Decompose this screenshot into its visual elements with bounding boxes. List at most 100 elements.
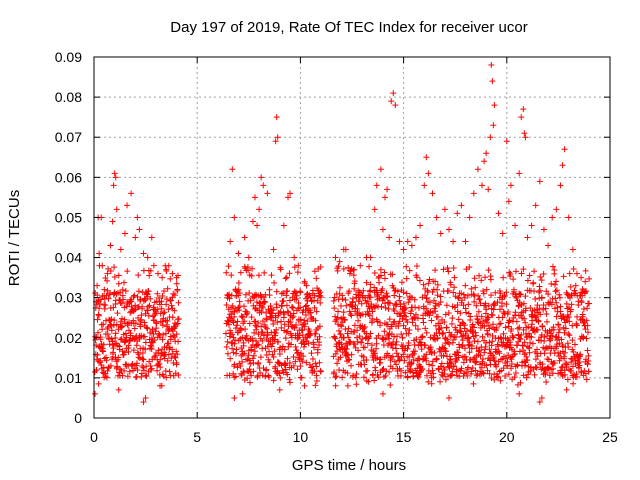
data-point: [266, 348, 273, 355]
data-point: [313, 275, 320, 282]
y-tick-label: 0.07: [55, 129, 82, 145]
data-point: [561, 146, 568, 153]
data-point: [381, 269, 388, 276]
data-point: [387, 381, 394, 388]
data-point: [121, 230, 128, 237]
data-point: [508, 365, 515, 372]
data-point: [441, 319, 448, 326]
data-point: [279, 343, 286, 350]
data-point: [568, 292, 575, 299]
data-point: [468, 343, 475, 350]
data-point: [360, 287, 367, 294]
data-point: [428, 380, 435, 387]
data-point: [462, 282, 469, 289]
data-point: [523, 374, 530, 381]
data-point: [445, 268, 452, 275]
data-point: [441, 206, 448, 213]
data-point: [379, 226, 386, 233]
data-point: [303, 282, 310, 289]
data-point: [259, 318, 266, 325]
data-point: [228, 272, 235, 279]
data-point: [414, 326, 421, 333]
data-point: [159, 318, 166, 325]
data-point: [385, 331, 392, 338]
data-point: [144, 325, 151, 332]
data-point: [226, 295, 233, 302]
data-point: [488, 342, 495, 349]
data-point: [292, 343, 299, 350]
data-point: [450, 238, 457, 245]
data-point: [313, 378, 320, 385]
data-point: [145, 312, 152, 319]
data-point: [295, 262, 302, 269]
data-point: [253, 338, 260, 345]
data-point: [569, 246, 576, 253]
data-point: [437, 363, 444, 370]
data-point: [273, 326, 280, 333]
data-point: [290, 304, 297, 311]
data-point: [434, 281, 441, 288]
data-point: [150, 262, 157, 269]
data-point: [308, 298, 315, 305]
data-point: [521, 358, 528, 365]
data-point: [404, 238, 411, 245]
data-point: [344, 382, 351, 389]
data-point: [510, 276, 517, 283]
data-point: [376, 279, 383, 286]
data-point: [549, 214, 556, 221]
data-point: [140, 250, 147, 257]
data-point: [412, 322, 419, 329]
data-point: [246, 320, 253, 327]
data-point: [224, 350, 231, 357]
data-point: [566, 332, 573, 339]
data-point: [235, 304, 242, 311]
data-point: [99, 262, 106, 269]
data-point: [149, 339, 156, 346]
data-point: [293, 292, 300, 299]
data-point: [165, 351, 172, 358]
data-point: [437, 293, 444, 300]
data-point: [391, 292, 398, 299]
data-point: [520, 106, 527, 113]
data-point: [583, 335, 590, 342]
data-point: [111, 170, 118, 177]
y-tick-label: 0.09: [55, 49, 82, 65]
data-points: [91, 62, 593, 405]
data-point: [562, 325, 569, 332]
y-tick-label: 0.03: [55, 290, 82, 306]
x-tick-label: 25: [602, 429, 618, 445]
data-point: [128, 190, 135, 197]
data-point: [428, 348, 435, 355]
data-point: [574, 313, 581, 320]
data-point: [479, 358, 486, 365]
data-point: [226, 372, 233, 379]
data-point: [139, 355, 146, 362]
data-point: [538, 277, 545, 284]
data-point: [541, 367, 548, 374]
data-point: [531, 371, 538, 378]
data-point: [482, 300, 489, 307]
data-point: [544, 318, 551, 325]
data-point: [477, 352, 484, 359]
data-point: [334, 267, 341, 274]
data-point: [351, 322, 358, 329]
data-point: [542, 345, 549, 352]
data-point: [491, 102, 498, 109]
data-point: [453, 333, 460, 340]
data-point: [117, 246, 124, 253]
data-point: [584, 347, 591, 354]
data-point: [445, 363, 452, 370]
data-point: [355, 347, 362, 354]
data-point: [266, 359, 273, 366]
data-point: [261, 269, 268, 276]
data-point: [434, 313, 441, 320]
data-point: [248, 372, 255, 379]
data-point: [119, 323, 126, 330]
data-point: [343, 302, 350, 309]
data-point: [363, 357, 370, 364]
data-point: [110, 345, 117, 352]
data-point: [586, 275, 593, 282]
x-tick-labels: 0 5 10 15 20 25: [90, 429, 618, 445]
data-point: [237, 269, 244, 276]
data-point: [517, 335, 524, 342]
